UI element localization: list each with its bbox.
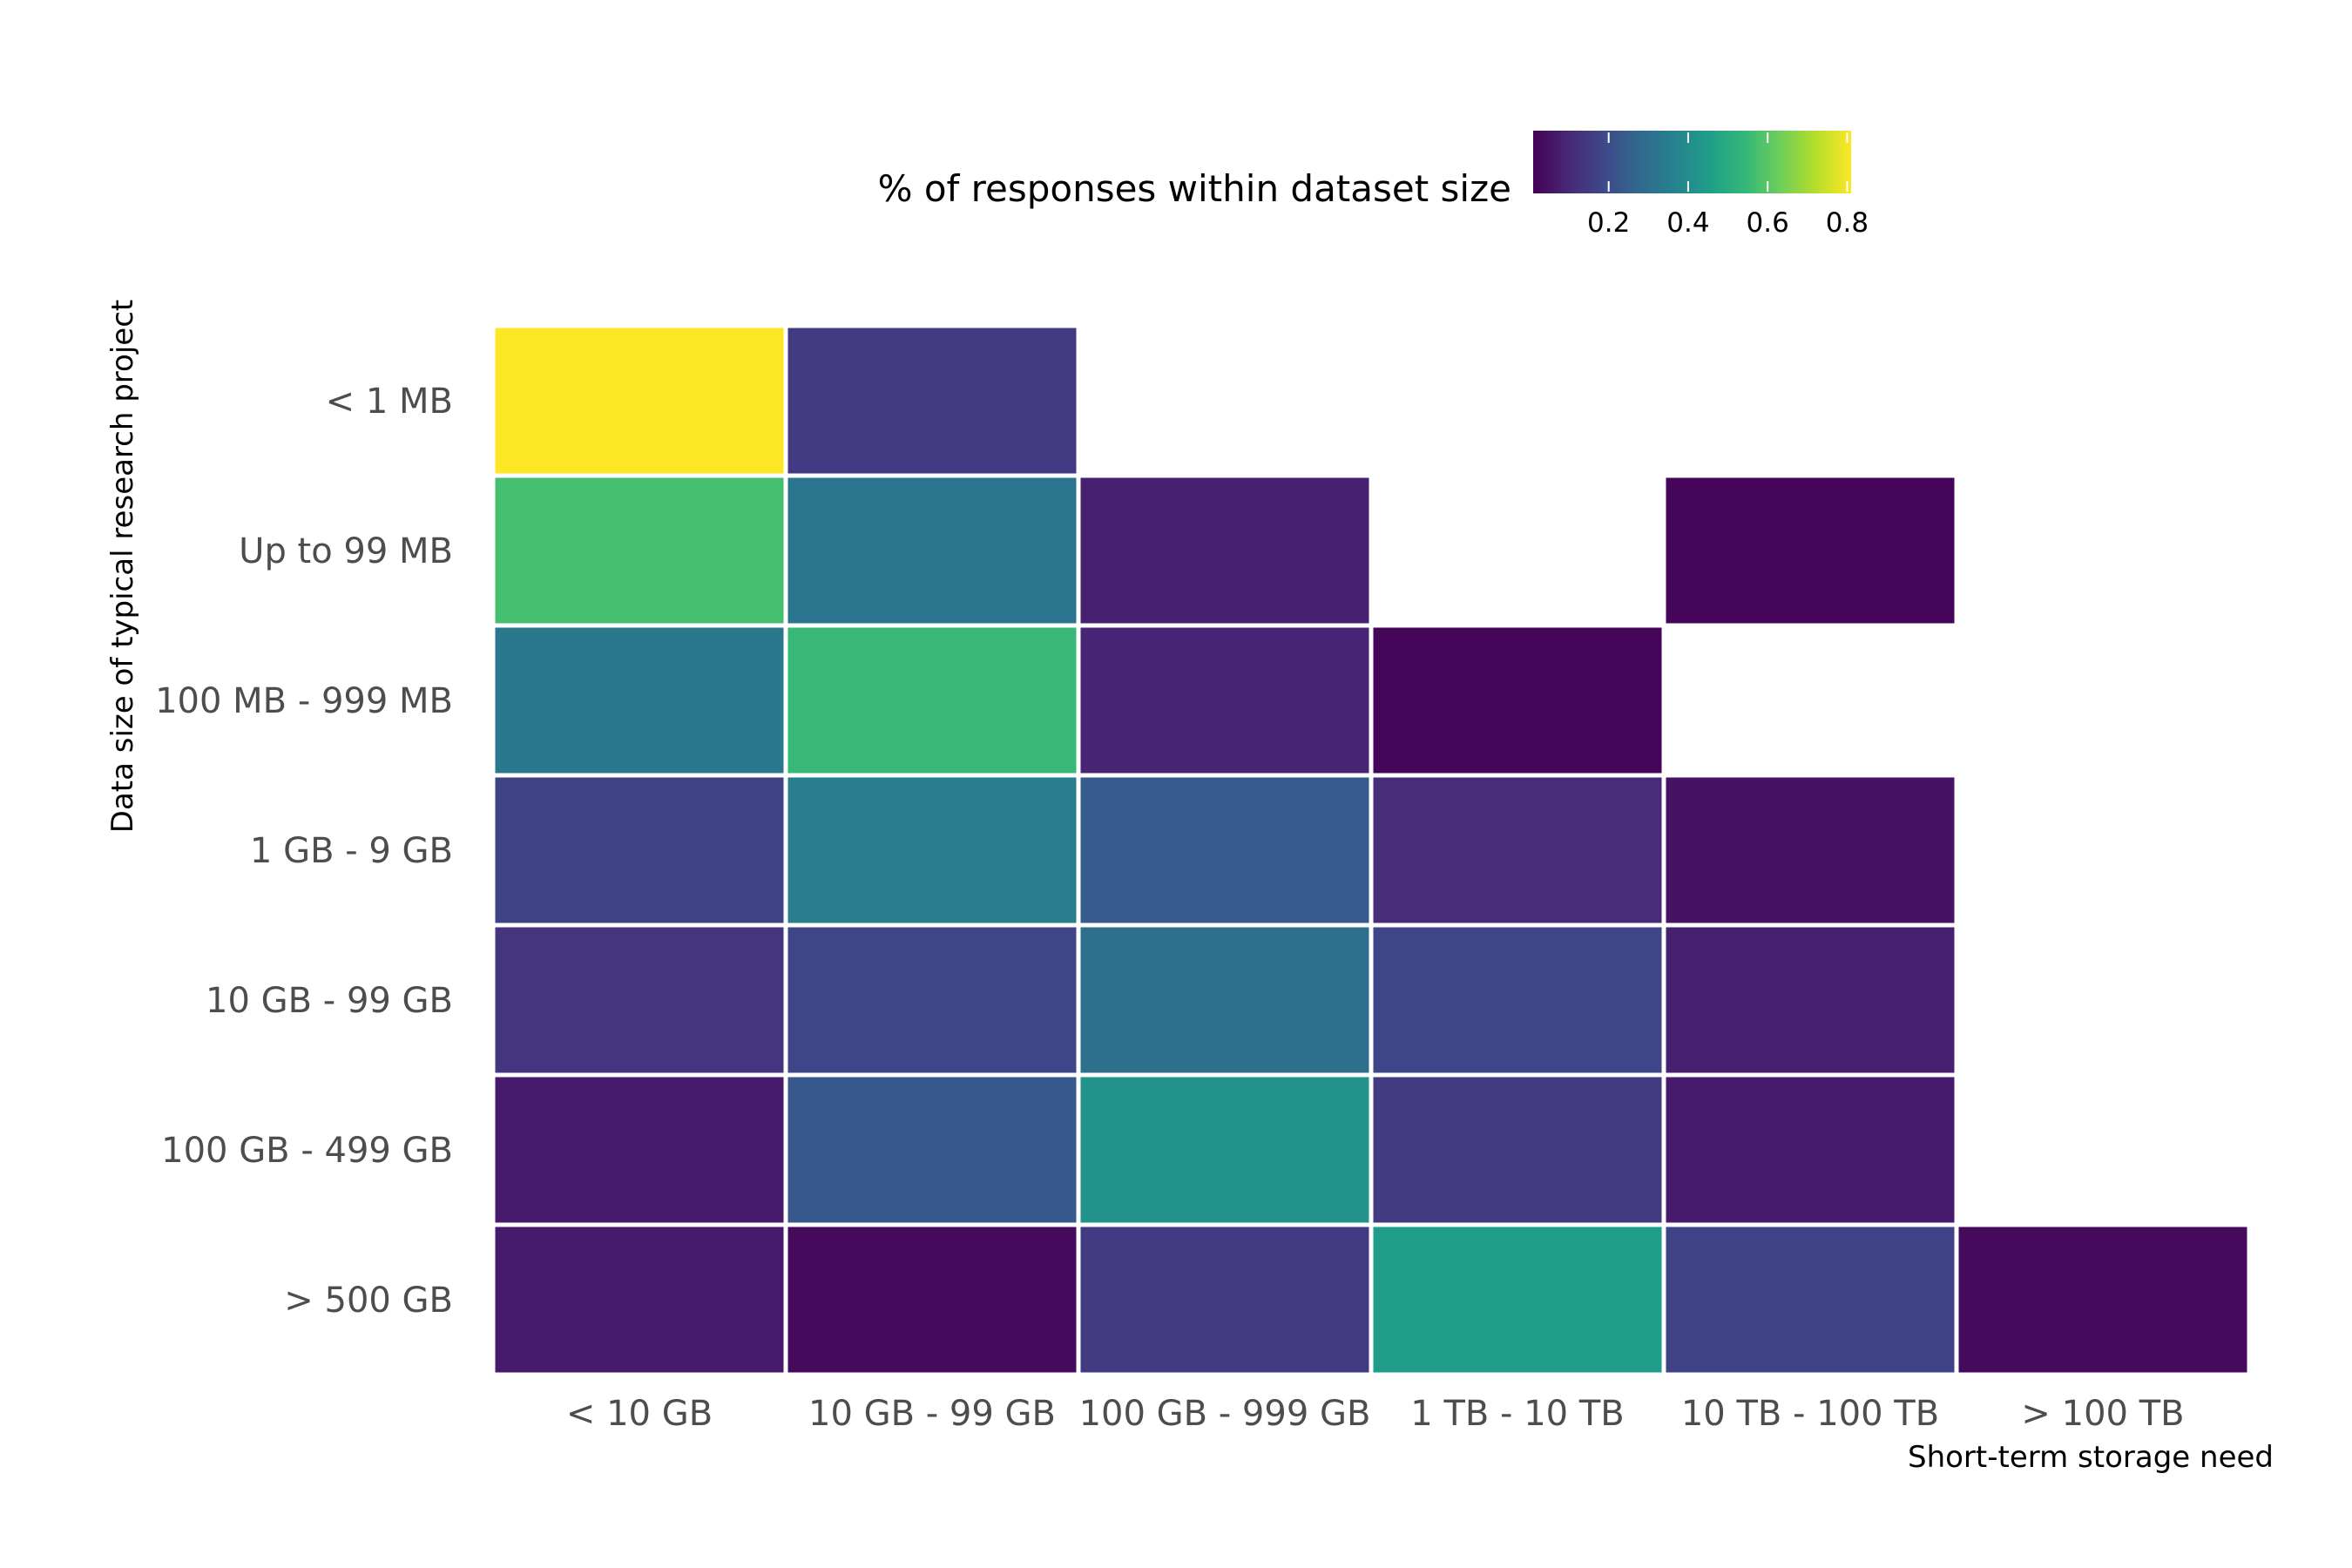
heatmap-cells: [495, 328, 2247, 1373]
y-tick-label: 100 GB - 499 GB: [161, 1131, 453, 1171]
y-tick-label: 100 MB - 999 MB: [155, 681, 453, 721]
y-tick-label: 10 GB - 99 GB: [206, 981, 453, 1021]
legend-tick-label: 0.8: [1826, 207, 1869, 239]
legend-tick-label: 0.2: [1587, 207, 1630, 239]
heatmap-cell: [1666, 1227, 1955, 1373]
heatmap-cell: [1958, 1227, 2247, 1373]
heatmap-cell: [787, 477, 1077, 624]
x-axis-title: Short-term storage need: [1908, 1440, 2274, 1475]
heatmap-cell: [787, 1077, 1077, 1223]
heatmap-cell: [787, 1227, 1077, 1373]
legend-colorbar: [1533, 131, 1851, 193]
heatmap-cell: [787, 627, 1077, 774]
legend-title: % of responses within dataset size: [878, 167, 1511, 210]
x-tick-label: < 10 GB: [566, 1394, 713, 1434]
heatmap-cell: [1373, 627, 1662, 774]
legend-tick-label: 0.4: [1666, 207, 1709, 239]
x-axis-ticks: < 10 GB 10 GB - 99 GB 100 GB - 999 GB 1 TB …: [566, 1394, 2185, 1434]
y-tick-label: 1 GB - 9 GB: [250, 831, 453, 871]
heatmap-cell: [495, 477, 784, 624]
x-tick-label: 1 TB - 10 TB: [1410, 1394, 1624, 1434]
x-tick-label: 100 GB - 999 GB: [1079, 1394, 1371, 1434]
heatmap-cell: [1666, 927, 1955, 1073]
x-tick-label: 10 GB - 99 GB: [808, 1394, 1056, 1434]
heatmap-cell: [1666, 777, 1955, 923]
y-axis-title: Data size of typical research project: [105, 300, 140, 833]
heatmap-cell: [1080, 1077, 1369, 1223]
y-axis-ticks: < 1 MB Up to 99 MB 100 MB - 999 MB 1 GB - 9…: [155, 382, 453, 1321]
heatmap-cell: [1373, 1077, 1662, 1223]
heatmap-cell: [1373, 1227, 1662, 1373]
heatmap-cell: [787, 927, 1077, 1073]
y-tick-label: Up to 99 MB: [239, 531, 453, 571]
heatmap-cell: [495, 328, 784, 474]
heatmap-cell: [1080, 477, 1369, 624]
heatmap-cell: [495, 627, 784, 774]
heatmap-cell: [1373, 777, 1662, 923]
heatmap-cell: [1080, 627, 1369, 774]
heatmap-cell: [787, 328, 1077, 474]
legend-tick-label: 0.6: [1747, 207, 1789, 239]
heatmap-cell: [787, 777, 1077, 923]
heatmap-cell: [1080, 777, 1369, 923]
heatmap-cell: [1666, 1077, 1955, 1223]
heatmap-cell: [1666, 477, 1955, 624]
heatmap-cell: [495, 927, 784, 1073]
heatmap-cell: [495, 1077, 784, 1223]
color-legend: % of responses within dataset size 0.2 0.…: [878, 131, 1869, 239]
y-tick-label: < 1 MB: [326, 382, 453, 422]
y-tick-label: > 500 GB: [284, 1281, 453, 1321]
heatmap-cell: [1080, 927, 1369, 1073]
heatmap-cell: [495, 1227, 784, 1373]
x-tick-label: 10 TB - 100 TB: [1681, 1394, 1939, 1434]
heatmap-cell: [495, 777, 784, 923]
x-tick-label: > 100 TB: [2021, 1394, 2184, 1434]
heatmap-cell: [1080, 1227, 1369, 1373]
heatmap-cell: [1373, 927, 1662, 1073]
